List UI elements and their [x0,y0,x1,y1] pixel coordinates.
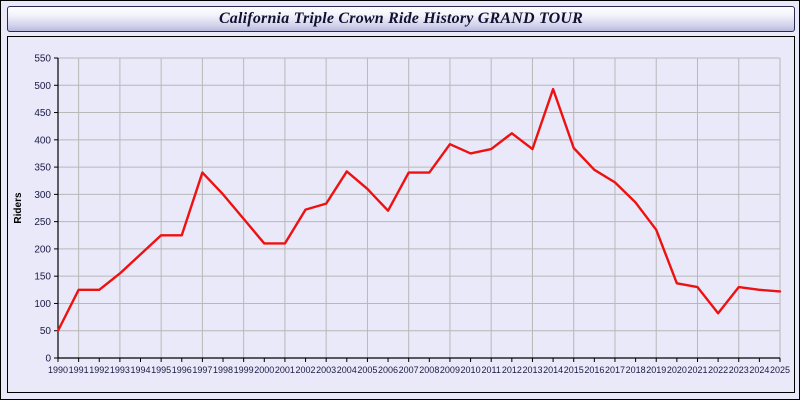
y-axis-tick-label: 500 [34,81,51,92]
x-axis-tick-label: 2015 [564,365,584,375]
x-axis-tick-label: 2003 [316,365,336,375]
x-axis-tick-label: 2012 [502,365,522,375]
x-axis-tick-label: 2025 [770,365,790,375]
x-axis-tick-label: 2007 [399,365,419,375]
x-axis-tick-label: 2018 [626,365,646,375]
x-axis-tick-label: 2011 [482,365,501,375]
x-axis-tick-label: 2002 [296,365,316,375]
x-axis-tick-label: 2022 [708,365,728,375]
x-axis-tick-label: 2001 [275,365,295,375]
y-axis-tick-label: 450 [34,108,51,119]
plot-frame: 0 50 100 150 200 250 300 350 400 450 500 550 1990 19… [7,36,795,393]
x-axis-tick-label: 2008 [419,365,439,375]
y-axis-tick-label: 200 [34,244,51,255]
x-axis-tick-label: 1996 [172,365,192,375]
y-axis-tick-label: 550 [34,54,51,65]
y-axis-tick-label: 100 [34,299,51,310]
x-axis-tick-label: 2006 [378,365,398,375]
y-axis-tick-label: 0 [45,354,51,365]
y-axis-ticks: 0 50 100 150 200 250 300 350 400 450 500 550 [34,54,58,365]
y-axis-tick-label: 150 [34,272,51,283]
x-axis-tick-label: 2017 [605,365,625,375]
x-axis-tick-label: 1994 [130,365,150,375]
x-axis-tick-label: 2010 [461,365,481,375]
y-axis-label: Riders [13,192,24,224]
y-axis-tick-label: 50 [40,326,52,337]
x-axis-tick-label: 2024 [749,365,769,375]
x-axis-tick-label: 2004 [337,365,357,375]
x-axis-tick-label: 1992 [89,365,109,375]
x-axis-tick-label: 2000 [254,365,274,375]
x-axis-tick-label: 2023 [729,365,749,375]
x-axis-tick-label: 2005 [357,365,377,375]
x-axis-tick-label: 2019 [646,365,666,375]
x-axis-tick-label: 2016 [584,365,604,375]
x-axis-tick-label: 1990 [48,365,68,375]
y-axis-tick-label: 250 [34,217,51,228]
data-series-riders [56,87,782,332]
x-axis-tick-label: 1991 [69,365,89,375]
x-axis-tick-label: 2013 [522,365,542,375]
x-axis-tick-label: 1993 [110,365,130,375]
x-axis-tick-label: 1997 [192,365,212,375]
x-axis-tick-label: 1998 [213,365,233,375]
page-title: California Triple Crown Ride History GRA… [218,10,584,27]
y-axis-tick-label: 400 [34,135,51,146]
x-axis-ticks: 1990 1991 1992 1993 1994 1995 1996 1997 1998 1999… [48,358,790,375]
series-line-riders [56,87,782,332]
x-axis-tick-label: 2020 [667,365,687,375]
x-axis-tick-label: 2014 [543,365,563,375]
window-titlebar: California Triple Crown Ride History GRA… [7,6,795,32]
x-axis-tick-label: 2009 [440,365,460,375]
x-axis-tick-label: 2021 [687,365,707,375]
x-axis-tick-label: 1995 [151,365,171,375]
y-axis-tick-label: 300 [34,190,51,201]
x-axis-tick-label: 1999 [234,365,254,375]
grid [58,57,781,358]
y-axis-tick-label: 350 [34,163,51,174]
